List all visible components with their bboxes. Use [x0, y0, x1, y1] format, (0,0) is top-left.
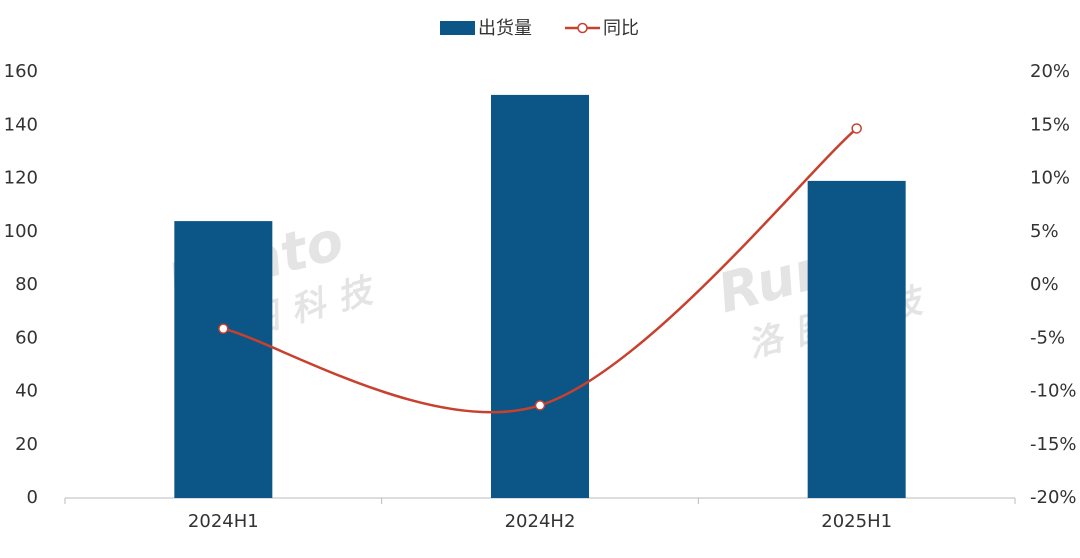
marker	[218, 323, 229, 334]
y-tick-label: 80	[15, 274, 38, 295]
y2-tick-label: 10%	[1030, 168, 1070, 189]
bar	[174, 221, 273, 498]
x-tick-label: 2024H1	[188, 511, 259, 532]
y-tick-label: 40	[15, 381, 38, 402]
legend-label: 同比	[603, 18, 639, 39]
marker	[851, 123, 862, 134]
y-tick-label: 160	[4, 61, 38, 82]
y2-tick-label: 15%	[1030, 114, 1070, 135]
y-tick-label: 20	[15, 434, 38, 455]
y-tick-label: 140	[4, 114, 38, 135]
y-tick-label: 100	[4, 221, 38, 242]
y2-tick-label: -5%	[1030, 327, 1065, 348]
x-tick-label: 2025H1	[821, 511, 892, 532]
bar	[491, 94, 589, 499]
y-tick-label: 120	[4, 168, 38, 189]
y2-tick-label: 5%	[1030, 221, 1059, 242]
legend-label: 出货量	[478, 18, 532, 39]
legend-swatch	[577, 22, 588, 34]
y2-tick-label: 20%	[1030, 61, 1070, 82]
y-tick-label: 0	[27, 487, 38, 508]
y2-tick-label: -15%	[1030, 434, 1077, 455]
y2-tick-label: 0%	[1030, 274, 1059, 295]
bar	[807, 180, 906, 499]
y2-tick-label: -20%	[1030, 487, 1077, 508]
x-tick-label: 2024H2	[505, 511, 576, 532]
y2-tick-label: -10%	[1030, 381, 1077, 402]
y-tick-label: 60	[15, 327, 38, 348]
marker	[534, 400, 546, 411]
legend-swatch	[440, 21, 475, 35]
